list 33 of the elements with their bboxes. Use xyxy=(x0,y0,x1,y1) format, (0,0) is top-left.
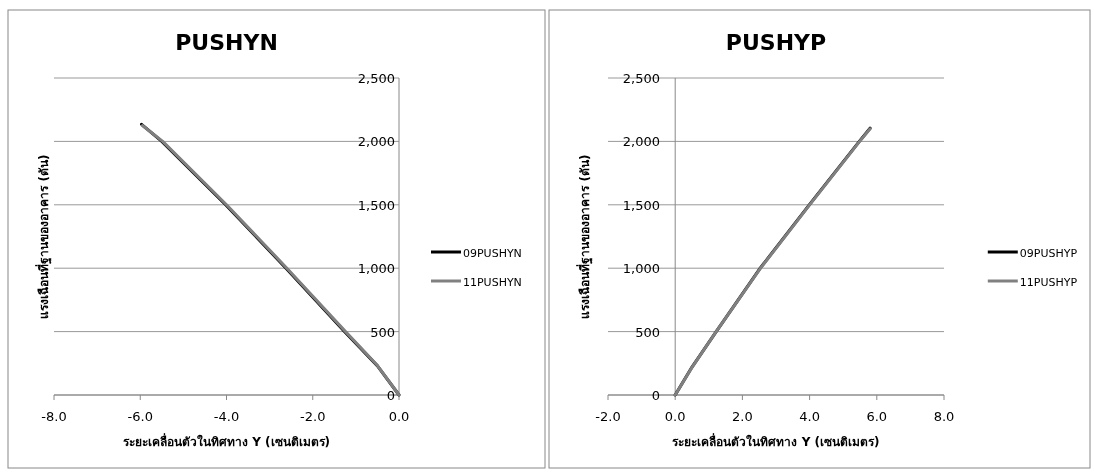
x-axis-title: ระยะเคลื่อนตัวในทิศทาง Y (เซนติเมตร) xyxy=(672,433,880,449)
x-tick-label: 0.0 xyxy=(388,409,410,424)
chart-title: PUSHYP xyxy=(725,30,827,55)
y-tick-label: 1,500 xyxy=(622,197,660,213)
legend-label: 11PUSHYN xyxy=(462,276,522,289)
x-tick-label: 8.0 xyxy=(933,409,955,424)
x-axis-title: ระยะเคลื่อนตัวในทิศทาง Y (เซนติเมตร) xyxy=(122,433,331,449)
x-tick-label: -4.0 xyxy=(213,409,240,424)
x-tick-label: -6.0 xyxy=(127,409,153,424)
legend-label: 11PUSHYP xyxy=(1019,276,1078,289)
x-tick-label: 2.0 xyxy=(732,409,753,424)
y-tick-label: 1,000 xyxy=(357,261,395,277)
y-tick-label: 0 xyxy=(651,388,660,403)
x-tick-label: -2.0 xyxy=(300,409,326,424)
y-tick-label: 2,500 xyxy=(357,71,395,86)
y-tick-label: 1,500 xyxy=(357,197,395,213)
y-tick-label: 2,500 xyxy=(622,71,660,86)
y-axis-title: แรงเฉือนที่ฐานของอาคาร (ตัน) xyxy=(576,154,593,319)
y-tick-label: 500 xyxy=(370,324,395,340)
x-tick-label: -2.0 xyxy=(595,409,621,424)
y-tick-label: 1,000 xyxy=(622,261,660,277)
y-tick-label: 500 xyxy=(635,324,660,340)
y-axis-title: แรงเฉือนที่ฐานของอาคาร (ตัน) xyxy=(35,154,52,319)
legend-label: 09PUSHYP xyxy=(1019,247,1078,260)
x-tick-label: 0.0 xyxy=(664,409,686,424)
y-tick-label: 2,000 xyxy=(622,134,660,150)
legend-label: 09PUSHYN xyxy=(462,247,522,260)
y-tick-label: 0 xyxy=(386,388,395,403)
x-tick-label: 6.0 xyxy=(866,409,888,424)
x-tick-label: 4.0 xyxy=(799,409,820,424)
x-tick-label: -8.0 xyxy=(41,409,67,424)
chart-title: PUSHYN xyxy=(175,30,278,55)
y-tick-label: 2,000 xyxy=(357,134,395,150)
